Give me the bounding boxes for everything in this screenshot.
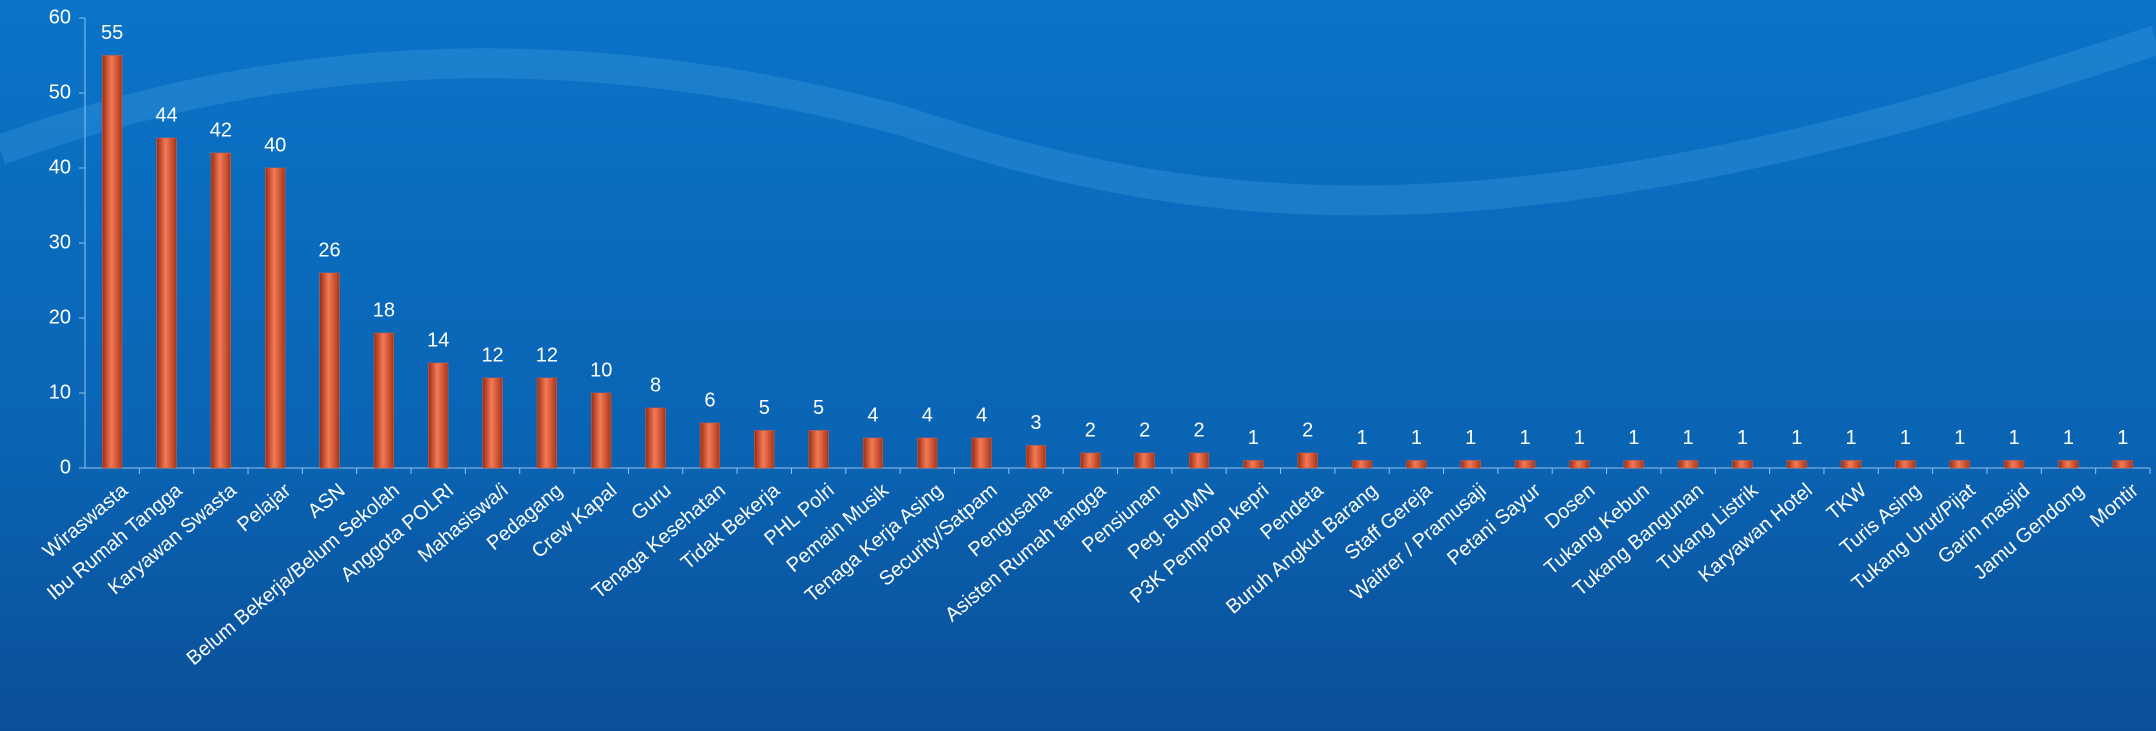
y-tick-label: 0: [60, 456, 71, 478]
value-label: 1: [1737, 427, 1748, 449]
bar: [2004, 460, 2025, 469]
bar: [699, 422, 720, 469]
y-tick-label: 30: [49, 231, 71, 253]
y-tick-label: 10: [49, 381, 71, 403]
bar: [156, 137, 177, 469]
value-label: 44: [155, 104, 177, 126]
bar: [1352, 460, 1373, 469]
bar: [1188, 452, 1210, 469]
bar: [1297, 452, 1318, 469]
value-label: 1: [2117, 427, 2128, 449]
value-label: 14: [427, 329, 449, 351]
value-label: 4: [922, 404, 933, 426]
bar: [591, 392, 612, 469]
bar: [102, 55, 123, 469]
value-label: 1: [1411, 427, 1422, 449]
value-label: 2: [1085, 419, 1096, 441]
bar: [1243, 460, 1264, 469]
y-tick-label: 20: [49, 306, 71, 328]
bar: [1895, 460, 1916, 469]
value-label: 4: [976, 404, 987, 426]
value-label: 2: [1302, 419, 1313, 441]
value-label: 4: [867, 404, 878, 426]
value-label: 12: [481, 344, 503, 366]
bar: [1025, 445, 1047, 469]
bar: [1515, 460, 1536, 469]
value-label: 8: [650, 374, 661, 396]
value-label: 5: [759, 397, 770, 419]
bar: [1841, 460, 1862, 469]
value-label: 6: [704, 389, 715, 411]
value-label: 1: [2063, 427, 2074, 449]
bar: [1569, 460, 1590, 469]
value-label: 1: [1900, 427, 1911, 449]
value-label: 1: [2009, 427, 2020, 449]
bar: [754, 430, 775, 469]
value-label: 1: [1574, 427, 1585, 449]
value-label: 12: [536, 344, 558, 366]
bar: [1406, 460, 1427, 469]
bar: [428, 362, 449, 469]
y-tick-label: 40: [49, 156, 71, 178]
decoration: [0, 25, 2156, 216]
bar: [1949, 460, 1970, 469]
value-label: 1: [1520, 427, 1531, 449]
bar: [1623, 460, 1644, 469]
value-label: 5: [813, 397, 824, 419]
bar: [645, 407, 666, 469]
value-label: 1: [1954, 427, 1965, 449]
bar: [319, 272, 340, 469]
value-label: 2: [1193, 419, 1204, 441]
bar: [1134, 452, 1155, 469]
bar: [210, 152, 231, 469]
value-label: 1: [1846, 427, 1857, 449]
bar: [2112, 460, 2133, 469]
bar: [1080, 452, 1101, 469]
value-label: 1: [1791, 427, 1802, 449]
bar: [1786, 460, 1807, 469]
bar: [536, 377, 557, 469]
y-tick-label: 50: [49, 81, 71, 103]
value-label: 42: [210, 119, 232, 141]
bar: [265, 167, 286, 469]
bar: [482, 377, 503, 469]
value-label: 10: [590, 359, 612, 381]
value-label: 1: [1356, 427, 1367, 449]
value-label: 1: [1465, 427, 1476, 449]
bar: [1460, 460, 1481, 469]
value-label: 2: [1139, 419, 1150, 441]
value-label: 1: [1683, 427, 1694, 449]
bar: [2058, 460, 2079, 469]
value-label: 18: [373, 299, 395, 321]
value-label: 1: [1248, 427, 1259, 449]
bar: [917, 437, 938, 469]
value-label: 55: [101, 22, 123, 44]
value-label: 3: [1030, 412, 1041, 434]
bar: [862, 437, 883, 469]
bar: [971, 437, 992, 469]
value-label: 40: [264, 134, 286, 156]
value-label: 26: [318, 239, 340, 261]
value-label: 1: [1628, 427, 1639, 449]
bar: [373, 332, 394, 469]
bar: [1732, 460, 1753, 469]
bar: [808, 430, 829, 469]
bar: [1678, 460, 1699, 469]
y-tick-label: 60: [49, 6, 71, 28]
